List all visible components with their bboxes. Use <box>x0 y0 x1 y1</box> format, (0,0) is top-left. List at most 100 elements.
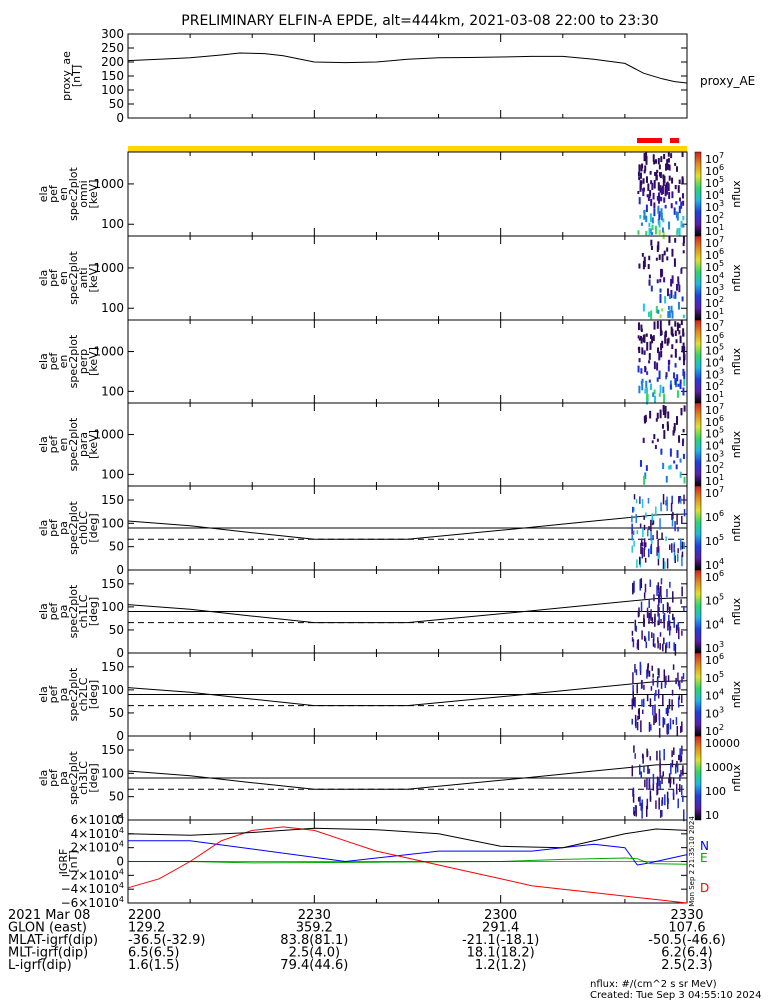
spectrogram-pixel <box>665 675 667 685</box>
y-tick-label: 150 <box>101 577 124 591</box>
spectrogram-pixel <box>663 749 665 761</box>
spectrogram-pixel <box>669 782 672 788</box>
spectrogram-pixel <box>665 475 668 483</box>
spectrogram-pixel <box>632 672 634 684</box>
spectrogram-pixel <box>638 164 641 172</box>
y-tick-label: 100 <box>101 301 124 315</box>
spectrogram-pixel <box>670 289 673 299</box>
spectrogram-pixel <box>652 773 655 785</box>
spectrogram-pixel <box>677 526 679 532</box>
spectrogram-pixel <box>670 305 673 313</box>
spectrogram-pixel <box>665 536 667 542</box>
spectrogram-pixel <box>634 696 636 708</box>
spectrogram-pixel <box>660 268 663 278</box>
spectrogram-pixel <box>632 506 634 513</box>
spectrogram-pixel <box>632 684 634 696</box>
spectrogram-pixel <box>679 471 682 478</box>
panel-ylabel: spec2plot <box>67 417 80 471</box>
spectrogram-pixel <box>661 253 664 263</box>
spectrogram-pixel <box>668 777 670 784</box>
spectrogram-pixel <box>650 686 653 691</box>
spectrogram-pixel <box>633 811 636 817</box>
spectrogram-pixel <box>645 333 648 337</box>
spectrogram-pixel <box>671 310 674 319</box>
xaxis-row-value: 2.5(4.0) <box>289 946 341 961</box>
spectrogram-pixel <box>672 613 674 621</box>
spectrogram-pixel <box>664 561 666 569</box>
spectrogram-pixel <box>670 502 673 512</box>
spectrogram-pixel <box>663 718 666 725</box>
spectrogram-pixel <box>643 256 646 261</box>
spectrogram-pixel <box>680 407 683 416</box>
spectrogram-pixel <box>669 777 672 784</box>
spectrogram-pixel <box>660 502 662 512</box>
spectrogram-pixel <box>672 719 674 725</box>
spectrogram-pixel <box>648 722 651 732</box>
spectrogram-pixel <box>656 776 659 787</box>
spectrogram-pixel <box>631 637 634 642</box>
spectrogram-pixel <box>664 335 667 344</box>
spectrogram-pixel <box>669 464 672 470</box>
spectrogram-pixel <box>631 698 634 710</box>
spectrogram-pixel <box>672 792 675 800</box>
spectrogram-pixel <box>645 204 648 213</box>
xaxis-row-value: 1.6(1.5) <box>128 958 180 973</box>
panel-ylabel: spec2plot <box>67 751 80 805</box>
colorbar-label: nflux <box>730 514 743 542</box>
spectrogram-pixel <box>670 326 673 335</box>
spectrogram-pixel <box>658 164 661 170</box>
spectrogram-pixel <box>655 257 658 261</box>
spectrogram-pixel <box>680 220 683 228</box>
spectrogram-pixel <box>656 169 659 174</box>
spectrogram-pixel <box>671 495 673 505</box>
spectrogram-pixel <box>653 361 656 370</box>
spectrogram-pixel <box>658 172 661 177</box>
spectrogram-pixel <box>683 508 686 517</box>
spectrogram-pixel <box>650 245 653 250</box>
spectrogram-pixel <box>681 694 683 703</box>
spectrogram-pixel <box>666 642 668 649</box>
spectrogram-pixel <box>645 152 648 162</box>
spectrogram-pixel <box>658 777 660 787</box>
y-tick-label: 1000 <box>93 428 124 442</box>
spectrogram-pixel <box>660 196 663 202</box>
xaxis-row-value: 6.2(6.4) <box>661 946 713 961</box>
y-tick-label: 4×10104 <box>71 826 124 841</box>
spectrogram-pixel <box>662 771 665 777</box>
spectrogram-pixel <box>656 279 659 284</box>
spectrogram-pixel <box>651 539 653 544</box>
spectrogram-pixel <box>668 614 670 627</box>
igrf-E-line <box>128 857 688 865</box>
spectrogram-pixel <box>679 748 681 761</box>
spectrogram-pixel <box>683 371 686 379</box>
spectrogram-pixel <box>673 258 676 267</box>
colorbar-tick: 104 <box>705 616 724 631</box>
colorbar-tick: 106 <box>705 652 724 667</box>
spectrogram-pixel <box>658 708 661 720</box>
spectrogram-pixel <box>655 506 657 517</box>
spectrogram-pixel <box>676 374 679 382</box>
panel-10: IGRF[nT]6×101044×101042×101040−2×10104−4… <box>57 812 709 910</box>
spectrogram-pixel <box>642 709 644 714</box>
colorbar-tick: 105 <box>705 533 724 548</box>
panel-ylabel: pef <box>47 768 60 787</box>
spectrogram-pixel <box>641 679 643 689</box>
panel-ylabel: IGRF <box>57 849 70 875</box>
spectrogram-pixel <box>650 543 653 555</box>
spectrogram-pixel <box>658 727 661 738</box>
spectrogram-pixel <box>661 424 664 429</box>
spectrogram-pixel <box>657 182 660 191</box>
spectrogram-pixel <box>658 229 661 235</box>
spectrogram-pixel <box>677 276 680 282</box>
spectrogram-pixel <box>656 320 659 329</box>
spectrogram-pixel <box>653 434 656 440</box>
spectrogram-pixel <box>647 311 650 318</box>
xaxis-row-label: MLAT-igrf(dip) <box>8 933 98 948</box>
colorbar-label: nflux <box>730 680 743 708</box>
spectrogram-pixel <box>674 291 677 299</box>
spectrogram-pixel <box>653 208 656 217</box>
spectrogram-pixel <box>656 547 658 556</box>
spectrogram-pixel <box>648 379 651 383</box>
spectrogram-pixel <box>661 810 663 817</box>
